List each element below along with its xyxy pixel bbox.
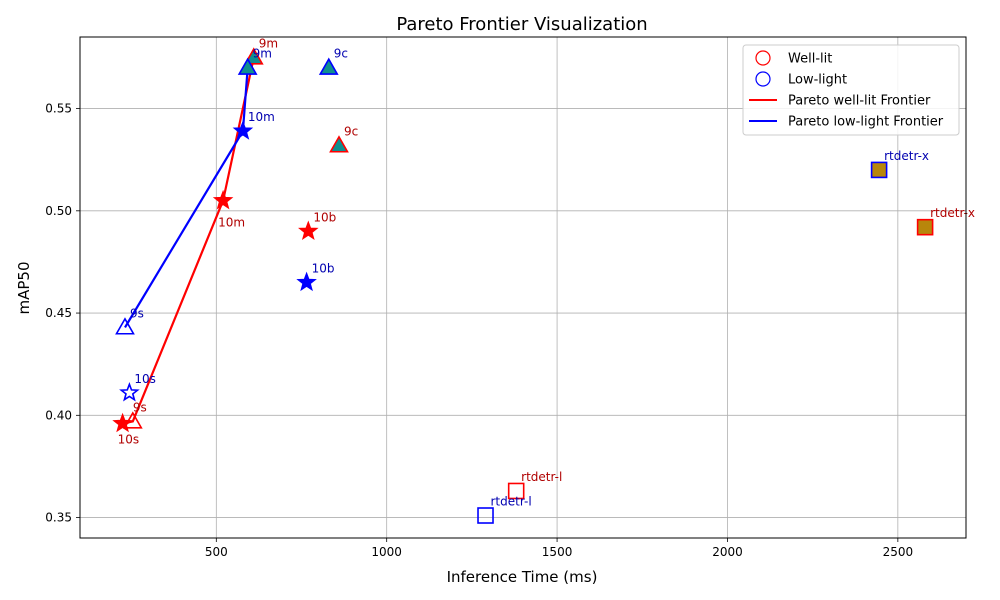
legend-entry-text: Low-light — [788, 73, 847, 88]
x-tick-label: 1000 — [371, 545, 402, 559]
x-tick-label: 500 — [205, 545, 228, 559]
y-tick-label: 0.55 — [45, 102, 72, 116]
point-label: 10m — [218, 216, 245, 230]
legend-entry-text: Well-lit — [788, 52, 832, 67]
square-marker — [507, 482, 525, 500]
y-tick-label: 0.45 — [45, 306, 72, 320]
point-label: 10s — [134, 372, 156, 386]
point-label: 9m — [253, 47, 272, 61]
point-label: 9c — [344, 124, 358, 138]
star-marker — [298, 220, 319, 240]
point-label: 9m — [259, 36, 278, 50]
chart-title: Pareto Frontier Visualization — [396, 14, 647, 35]
y-tick-label: 0.40 — [45, 408, 72, 422]
point-label: 9s — [130, 306, 144, 320]
point-label: 9c — [334, 47, 348, 61]
legend-box — [742, 44, 960, 136]
point-labels: 10s 9s 10m 9m 10b 9c rtdetr-l rtdetr-x 10s 9s 10m 9… — [118, 36, 975, 508]
star-marker — [232, 120, 254, 140]
point-label: 10b — [313, 210, 336, 224]
point-label: 10s — [118, 432, 140, 446]
x-tick-label: 1500 — [542, 545, 573, 559]
star-marker — [212, 189, 234, 210]
triangle-marker — [318, 57, 339, 75]
axis-ticks: 500 1000 1500 2000 2500 0.35 0.40 0.45 0.50 0.55 — [45, 102, 913, 559]
triangle-marker — [122, 411, 143, 429]
point-label: rtdetr-l — [521, 470, 562, 484]
triangle-marker — [243, 47, 264, 65]
square-marker — [870, 161, 888, 179]
triangle-marker — [115, 317, 135, 335]
data-points — [112, 47, 934, 524]
legend-marker — [755, 50, 771, 66]
point-label: rtdetr-l — [491, 495, 532, 509]
legend-entry-text: Pareto well-lit Frontier — [788, 94, 931, 109]
star-marker — [296, 271, 317, 292]
triangle-marker — [237, 57, 258, 75]
triangle-marker — [329, 135, 349, 153]
point-label: rtdetr-x — [930, 206, 975, 220]
plot-frame — [79, 36, 967, 539]
point-label: 9s — [133, 400, 147, 414]
x-tick-label: 2500 — [883, 545, 914, 559]
y-axis-label: mAP50 — [15, 261, 33, 314]
point-label: rtdetr-x — [884, 149, 929, 163]
square-marker — [916, 218, 934, 236]
legend-entry-text: Pareto low-light Frontier — [788, 115, 944, 130]
point-label: 10b — [312, 261, 335, 275]
square-marker — [477, 507, 494, 524]
y-tick-label: 0.50 — [45, 204, 72, 218]
x-tick-label: 2000 — [712, 545, 743, 559]
legend: Well-lit Low-light Pareto well-lit Frontie… — [742, 44, 960, 136]
star-marker — [119, 382, 140, 402]
x-axis-label: Inference Time (ms) — [447, 568, 598, 586]
y-tick-label: 0.35 — [45, 511, 72, 525]
point-label: 10m — [248, 110, 275, 124]
legend-marker — [755, 71, 771, 87]
